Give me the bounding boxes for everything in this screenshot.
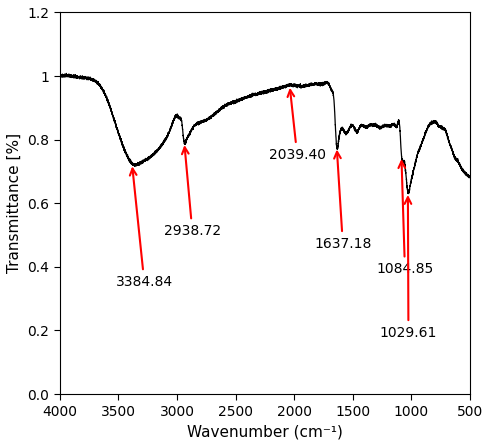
Text: 1084.85: 1084.85 xyxy=(376,161,434,276)
Text: 3384.84: 3384.84 xyxy=(116,169,173,289)
X-axis label: Wavenumber (cm⁻¹): Wavenumber (cm⁻¹) xyxy=(187,424,343,439)
Text: 1029.61: 1029.61 xyxy=(380,197,437,340)
Text: 2938.72: 2938.72 xyxy=(164,147,221,238)
Y-axis label: Transmittance [%]: Transmittance [%] xyxy=(7,133,22,273)
Text: 2039.40: 2039.40 xyxy=(269,90,326,161)
Text: 1637.18: 1637.18 xyxy=(314,152,371,251)
